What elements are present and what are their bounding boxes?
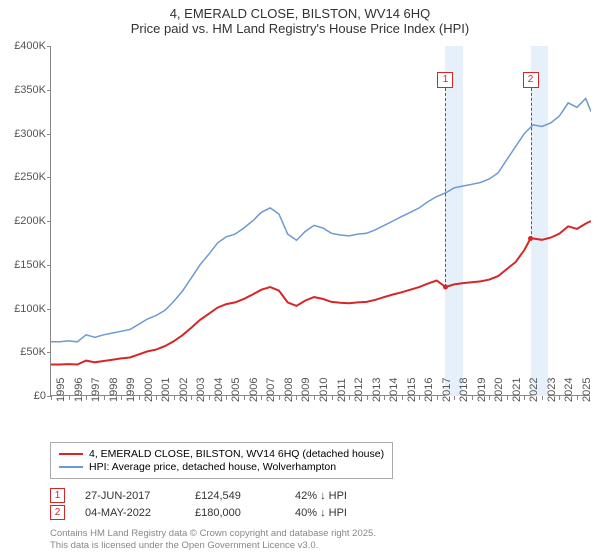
footer-line1: Contains HM Land Registry data © Crown c… xyxy=(50,528,376,540)
marker-guideline xyxy=(531,88,532,239)
y-tick-label: £400K xyxy=(2,40,46,52)
marker-guideline xyxy=(445,88,446,287)
event-marker-1: 1 xyxy=(50,488,65,503)
plot-region: £0£50K£100K£150K£200K£250K£300K£350K£400… xyxy=(50,46,590,396)
title-line2: Price paid vs. HM Land Registry's House … xyxy=(0,21,600,36)
event-date: 27-JUN-2017 xyxy=(85,490,175,502)
event-table: 1 27-JUN-2017 £124,549 42% ↓ HPI 2 04-MA… xyxy=(50,486,385,522)
marker-box-1: 1 xyxy=(437,72,453,88)
event-marker-2: 2 xyxy=(50,505,65,520)
y-tick-label: £300K xyxy=(2,128,46,140)
y-tick-label: £100K xyxy=(2,303,46,315)
y-tick-label: £50K xyxy=(2,346,46,358)
legend-label: HPI: Average price, detached house, Wolv… xyxy=(89,461,336,473)
chart-title-block: 4, EMERALD CLOSE, BILSTON, WV14 6HQ Pric… xyxy=(0,0,600,38)
y-tick-label: £200K xyxy=(2,215,46,227)
event-row: 1 27-JUN-2017 £124,549 42% ↓ HPI xyxy=(50,488,385,503)
line-series-svg xyxy=(51,46,591,396)
legend-swatch xyxy=(59,453,83,455)
legend: 4, EMERALD CLOSE, BILSTON, WV14 6HQ (det… xyxy=(50,442,393,479)
series-hpi xyxy=(51,99,591,342)
y-tick-label: £350K xyxy=(2,84,46,96)
footer-line2: This data is licensed under the Open Gov… xyxy=(50,540,376,552)
y-tick-label: £0 xyxy=(2,390,46,402)
series-price_paid xyxy=(51,221,591,365)
event-date: 04-MAY-2022 xyxy=(85,507,175,519)
title-line1: 4, EMERALD CLOSE, BILSTON, WV14 6HQ xyxy=(0,6,600,21)
chart-area: £0£50K£100K£150K£200K£250K£300K£350K£400… xyxy=(50,46,590,396)
legend-item: 4, EMERALD CLOSE, BILSTON, WV14 6HQ (det… xyxy=(59,448,384,460)
y-tick-label: £150K xyxy=(2,259,46,271)
legend-label: 4, EMERALD CLOSE, BILSTON, WV14 6HQ (det… xyxy=(89,448,384,460)
footer-attribution: Contains HM Land Registry data © Crown c… xyxy=(50,528,376,553)
marker-box-2: 2 xyxy=(523,72,539,88)
event-pct: 42% ↓ HPI xyxy=(295,490,385,502)
event-price: £180,000 xyxy=(195,507,275,519)
y-tick-label: £250K xyxy=(2,171,46,183)
legend-swatch xyxy=(59,466,83,468)
legend-item: HPI: Average price, detached house, Wolv… xyxy=(59,461,384,473)
event-price: £124,549 xyxy=(195,490,275,502)
event-row: 2 04-MAY-2022 £180,000 40% ↓ HPI xyxy=(50,505,385,520)
event-pct: 40% ↓ HPI xyxy=(295,507,385,519)
